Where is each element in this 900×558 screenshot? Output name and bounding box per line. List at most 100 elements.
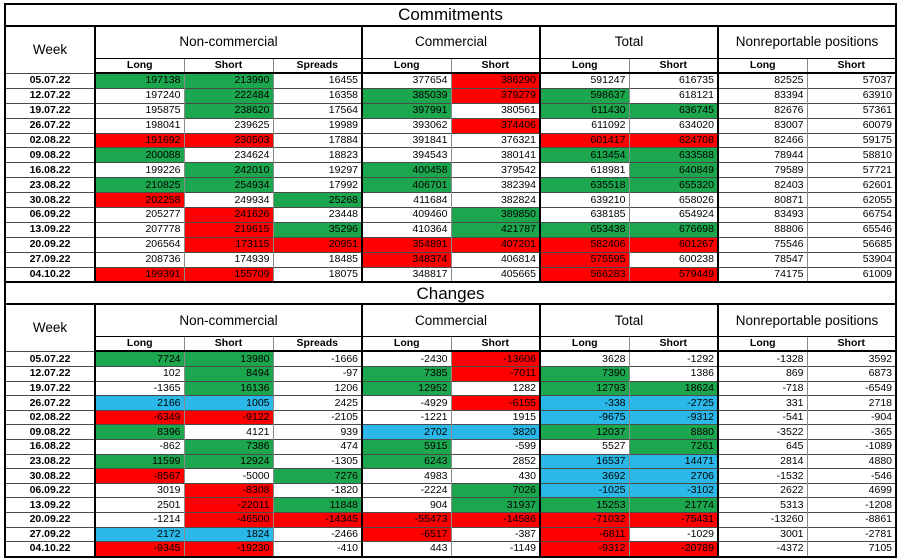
value-cell: 60079 bbox=[806, 117, 896, 134]
value-cell: 82466 bbox=[717, 132, 807, 148]
week-cell: 27.09.22 bbox=[5, 526, 96, 542]
value-cell: -1820 bbox=[272, 482, 362, 498]
group-header-total: Total bbox=[539, 304, 718, 338]
week-cell: 19.07.22 bbox=[5, 380, 96, 396]
value-cell: 199226 bbox=[94, 162, 184, 178]
value-cell: 2706 bbox=[628, 468, 718, 484]
commitments-title: Commitments bbox=[5, 4, 896, 27]
value-cell: 82403 bbox=[717, 177, 807, 193]
value-cell: 386290 bbox=[450, 72, 540, 89]
value-cell: 380561 bbox=[450, 102, 540, 119]
group-header-noncommercial: Non-commercial bbox=[95, 26, 362, 59]
value-cell: 230503 bbox=[183, 132, 273, 148]
value-cell: 207778 bbox=[94, 221, 184, 238]
value-cell: -46500 bbox=[183, 512, 273, 528]
value-cell: 1005 bbox=[183, 395, 273, 411]
value-cell: 639210 bbox=[539, 192, 629, 208]
week-cell: 23.08.22 bbox=[5, 453, 96, 469]
value-cell: 1915 bbox=[450, 409, 540, 425]
value-cell: 7386 bbox=[183, 439, 273, 455]
value-cell: 379279 bbox=[450, 87, 540, 104]
value-cell: 411684 bbox=[361, 192, 451, 208]
value-cell: 655320 bbox=[628, 177, 718, 193]
value-cell: 7390 bbox=[539, 366, 629, 382]
value-cell: 382824 bbox=[450, 192, 540, 208]
value-cell: 66754 bbox=[806, 207, 896, 223]
value-cell: -2725 bbox=[628, 395, 718, 411]
week-cell: 12.07.22 bbox=[5, 366, 96, 382]
value-cell: 11848 bbox=[272, 497, 362, 513]
value-cell: 4880 bbox=[806, 453, 896, 469]
table-row: 30.08.22 -8567 -5000 7276 4983 430 3692 2706 -15… bbox=[5, 468, 896, 484]
value-cell: -338 bbox=[539, 395, 629, 411]
value-cell: 7385 bbox=[361, 366, 451, 382]
value-cell: 18823 bbox=[272, 147, 362, 163]
commitments-table: Commitments Week Non-commercial Commerci… bbox=[4, 3, 897, 284]
value-cell: 16537 bbox=[539, 453, 629, 469]
value-cell: -9122 bbox=[183, 409, 273, 425]
table-row: 27.09.22 2172 1824 -2466 -6517 -387 -6811 -1029… bbox=[5, 526, 896, 542]
value-cell: 3592 bbox=[806, 350, 896, 367]
group-header-noncommercial: Non-commercial bbox=[95, 304, 362, 338]
col-header-total-short: Short bbox=[628, 336, 718, 353]
value-cell: 1206 bbox=[272, 380, 362, 396]
value-cell: 382394 bbox=[450, 177, 540, 193]
table-row: 30.08.22 202258 249934 25268 411684 382824 639… bbox=[5, 192, 896, 208]
group-header-nonreportable: Nonreportable positions bbox=[717, 26, 896, 59]
value-cell: -365 bbox=[806, 424, 896, 440]
value-cell: 88806 bbox=[717, 221, 807, 238]
value-cell: -13606 bbox=[450, 350, 540, 367]
week-cell: 04.10.22 bbox=[5, 266, 96, 283]
value-cell: -3102 bbox=[628, 482, 718, 498]
table-row: 19.07.22 -1365 16136 1206 12952 1282 12793 1862… bbox=[5, 380, 896, 396]
value-cell: -546 bbox=[806, 468, 896, 484]
value-cell: 8396 bbox=[94, 424, 184, 440]
value-cell: 7261 bbox=[628, 439, 718, 455]
value-cell: 62055 bbox=[806, 192, 896, 208]
value-cell: 18485 bbox=[272, 251, 362, 268]
value-cell: 241626 bbox=[183, 207, 273, 223]
value-cell: 56685 bbox=[806, 236, 896, 253]
value-cell: -14345 bbox=[272, 512, 362, 528]
table-row: 19.07.22 195875 238620 17564 397991 380561 611… bbox=[5, 102, 896, 119]
value-cell: -3522 bbox=[717, 424, 807, 440]
value-cell: 389850 bbox=[450, 207, 540, 223]
value-cell: 4699 bbox=[806, 482, 896, 498]
table-row: 05.07.22 7724 13980 -1666 -2430 -13606 3628 -12… bbox=[5, 350, 896, 367]
group-header-row: Week Non-commercial Commercial Total Non… bbox=[5, 26, 896, 73]
value-cell: -2224 bbox=[361, 482, 451, 498]
value-cell: 616735 bbox=[628, 72, 718, 89]
value-cell: -1214 bbox=[94, 512, 184, 528]
value-cell: 645 bbox=[717, 439, 807, 455]
table-row: 13.09.22 207778 219615 35296 410364 421787 653… bbox=[5, 221, 896, 238]
value-cell: 222484 bbox=[183, 87, 273, 104]
value-cell: 79589 bbox=[717, 162, 807, 178]
value-cell: 23448 bbox=[272, 207, 362, 223]
value-cell: 4121 bbox=[183, 424, 273, 440]
value-cell: -6549 bbox=[806, 380, 896, 396]
value-cell: 374406 bbox=[450, 117, 540, 134]
value-cell: 198041 bbox=[94, 117, 184, 134]
value-cell: 391841 bbox=[361, 132, 451, 148]
col-header-total-long: Long bbox=[539, 336, 629, 353]
week-cell: 02.08.22 bbox=[5, 409, 96, 425]
value-cell: 393062 bbox=[361, 117, 451, 134]
value-cell: 2166 bbox=[94, 395, 184, 411]
value-cell: 200088 bbox=[94, 147, 184, 163]
value-cell: 6243 bbox=[361, 453, 451, 469]
value-cell: -14586 bbox=[450, 512, 540, 528]
value-cell: 618981 bbox=[539, 162, 629, 178]
table-row: 02.08.22 -6349 -9122 -2105 -1221 1915 -9675 -93… bbox=[5, 409, 896, 425]
week-cell: 09.08.22 bbox=[5, 424, 96, 440]
value-cell: 35296 bbox=[272, 221, 362, 238]
table-row: 05.07.22 197138 213990 16455 377654 386290 591… bbox=[5, 72, 896, 89]
week-cell: 06.09.22 bbox=[5, 482, 96, 498]
value-cell: -1029 bbox=[628, 526, 718, 542]
col-header-total-long: Long bbox=[539, 58, 629, 74]
value-cell: 474 bbox=[272, 439, 362, 455]
value-cell: 31937 bbox=[450, 497, 540, 513]
value-cell: 16455 bbox=[272, 72, 362, 89]
value-cell: 57361 bbox=[806, 102, 896, 119]
value-cell: 173115 bbox=[183, 236, 273, 253]
week-cell: 05.07.22 bbox=[5, 72, 96, 89]
